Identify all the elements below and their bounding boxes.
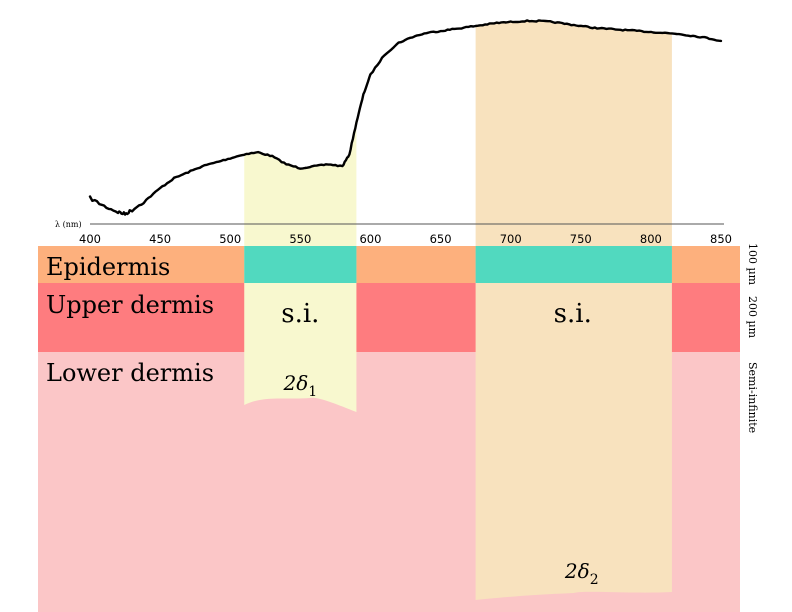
x-tick-label: 600 bbox=[359, 232, 381, 246]
x-axis-label: λ (nm) bbox=[55, 220, 82, 229]
x-tick-label: 750 bbox=[570, 232, 592, 246]
x-tick-label: 650 bbox=[430, 232, 452, 246]
x-tick-label: 850 bbox=[710, 232, 732, 246]
spectrum-curve bbox=[88, 19, 723, 216]
band-2-epidermis-overlap bbox=[475, 246, 672, 283]
band-1-upper-region bbox=[244, 122, 357, 352]
layer-label-lower-dermis: Lower dermis bbox=[46, 359, 214, 387]
layer-label-upper-dermis: Upper dermis bbox=[46, 291, 214, 319]
band-1-penetration-region bbox=[244, 352, 357, 412]
thickness-upper-dermis: 200 µm bbox=[746, 296, 759, 339]
band-1-depth-label: 2δ1 bbox=[282, 371, 317, 400]
x-tick-label: 450 bbox=[149, 232, 171, 246]
layer-label-epidermis: Epidermis bbox=[46, 253, 170, 281]
band-2-depth-label: 2δ2 bbox=[564, 559, 599, 588]
x-tick-label: 700 bbox=[500, 232, 522, 246]
x-tick-label: 550 bbox=[289, 232, 311, 246]
thickness-lower-dermis: Semi-infinite bbox=[746, 362, 759, 433]
band-2-label: s.i. bbox=[554, 299, 592, 329]
thickness-epidermis: 100 µm bbox=[746, 243, 759, 286]
x-tick-labels: 400 450 500 550 600 650 700 750 800 850 bbox=[79, 232, 732, 246]
band-1-label: s.i. bbox=[281, 299, 319, 329]
band-1-epidermis-overlap bbox=[244, 246, 357, 283]
x-tick-label: 400 bbox=[79, 232, 101, 246]
band-2-penetration-region bbox=[475, 352, 672, 600]
x-tick-label: 500 bbox=[219, 232, 241, 246]
x-tick-label: 800 bbox=[640, 232, 662, 246]
